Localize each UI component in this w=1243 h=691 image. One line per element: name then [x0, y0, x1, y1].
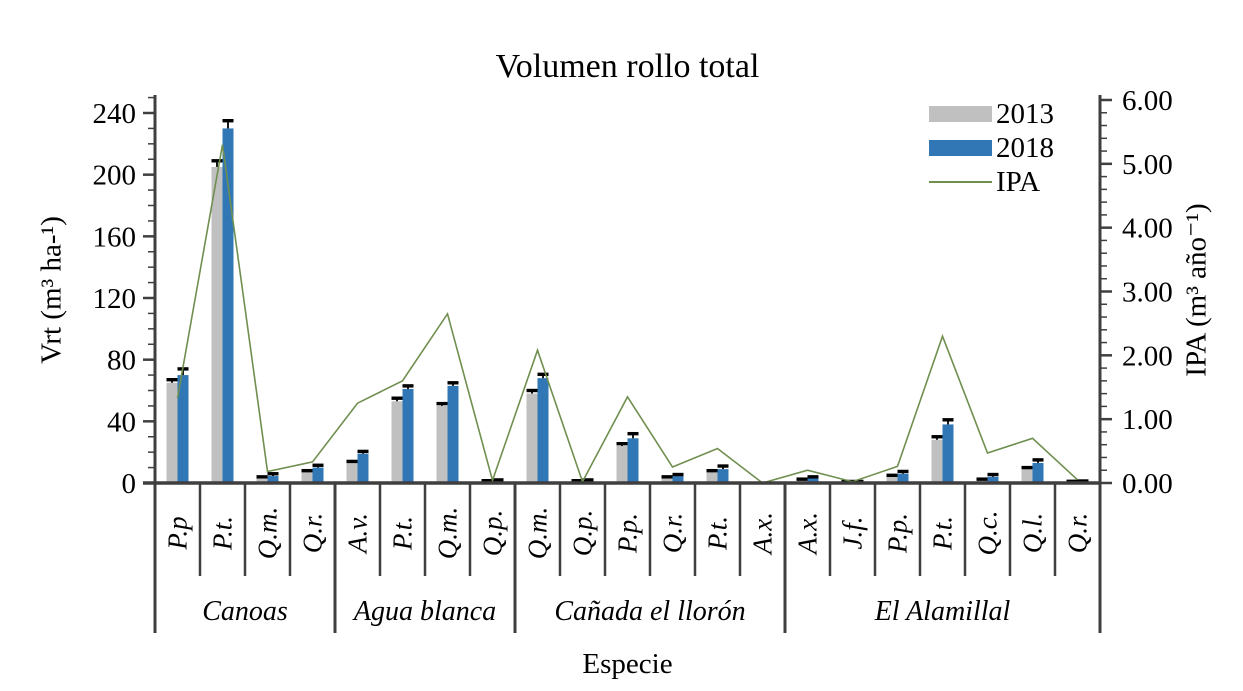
- svg-text:P.p: P.p: [163, 516, 193, 550]
- legend-entry-ipa: IPA: [929, 165, 1054, 199]
- svg-text:120: 120: [93, 283, 137, 315]
- x-axis-title: Especie: [582, 648, 673, 680]
- svg-text:3.00: 3.00: [1122, 277, 1173, 309]
- svg-text:Canoas: Canoas: [202, 596, 288, 627]
- svg-text:P.t.: P.t.: [928, 516, 958, 551]
- svg-text:J.f.: J.f.: [838, 517, 868, 550]
- svg-text:Q.p.: Q.p.: [478, 510, 508, 557]
- svg-text:6.00: 6.00: [1122, 85, 1173, 117]
- svg-text:1.00: 1.00: [1122, 404, 1173, 436]
- svg-text:P.p.: P.p.: [613, 513, 643, 554]
- svg-text:P.t.: P.t.: [388, 516, 418, 551]
- svg-text:Q.p.: Q.p.: [568, 510, 598, 557]
- svg-text:0.00: 0.00: [1122, 468, 1173, 500]
- svg-text:40: 40: [107, 406, 136, 438]
- svg-text:P.t.: P.t.: [208, 516, 238, 551]
- svg-text:Q.m.: Q.m.: [253, 507, 283, 560]
- svg-text:P.p.: P.p.: [883, 513, 913, 554]
- legend-label-ipa: IPA: [996, 165, 1041, 198]
- svg-text:A.x.: A.x.: [748, 512, 778, 556]
- svg-text:Q.m.: Q.m.: [523, 507, 553, 560]
- legend-swatch-2018-icon: [929, 140, 992, 156]
- svg-text:El Alamillal: El Alamillal: [874, 596, 1011, 627]
- svg-text:80: 80: [107, 345, 136, 377]
- svg-text:Q.r.: Q.r.: [658, 513, 688, 554]
- chart-title: Volumen rollo total: [495, 48, 760, 85]
- svg-text:2.00: 2.00: [1122, 340, 1173, 372]
- svg-text:A.v.: A.v.: [343, 513, 373, 555]
- svg-text:4.00: 4.00: [1122, 213, 1173, 245]
- svg-text:0: 0: [122, 468, 137, 500]
- svg-text:240: 240: [93, 98, 137, 130]
- svg-text:200: 200: [93, 160, 137, 192]
- svg-text:Agua blanca: Agua blanca: [352, 596, 496, 627]
- svg-text:Q.r.: Q.r.: [298, 513, 328, 554]
- svg-text:Q.l.: Q.l.: [1018, 513, 1048, 554]
- legend-label-2018: 2018: [996, 131, 1054, 164]
- chart-legend: 2013 2018 IPA: [929, 97, 1054, 199]
- svg-text:5.00: 5.00: [1122, 149, 1173, 181]
- svg-text:A.x.: A.x.: [793, 512, 823, 556]
- legend-entry-2018: 2018: [929, 131, 1054, 165]
- svg-text:Q.r.: Q.r.: [1063, 513, 1093, 554]
- legend-line-ipa-icon: [929, 180, 992, 184]
- svg-text:P.t.: P.t.: [703, 516, 733, 551]
- svg-text:160: 160: [93, 221, 137, 253]
- legend-entry-2013: 2013: [929, 97, 1054, 131]
- svg-text:Q.m.: Q.m.: [433, 507, 463, 560]
- legend-label-2013: 2013: [996, 97, 1054, 130]
- legend-swatch-2013-icon: [929, 106, 992, 122]
- svg-text:Cañada el llorón: Cañada el llorón: [554, 596, 745, 627]
- svg-text:Q.c.: Q.c.: [973, 511, 1003, 556]
